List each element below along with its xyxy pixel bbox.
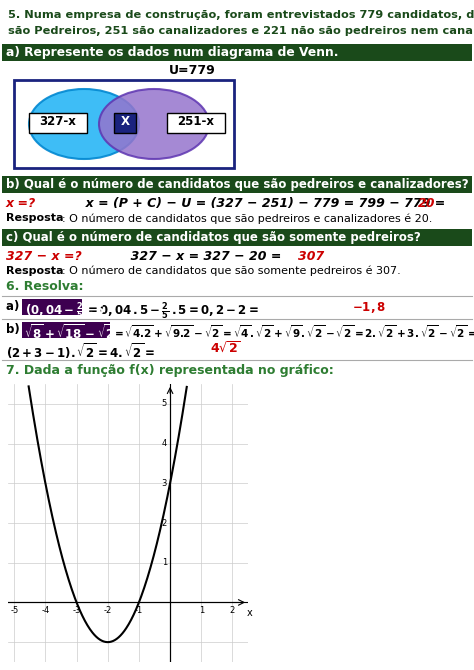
Text: $\mathbf{=\sqrt{4.2}+\sqrt{9.2}-\sqrt{2}=\sqrt{4}.\sqrt{2}+\sqrt{9}.\sqrt{2}-\sq: $\mathbf{=\sqrt{4.2}+\sqrt{9.2}-\sqrt{2}…: [112, 323, 474, 340]
Bar: [167, 113, 225, 133]
Text: a): a): [6, 300, 24, 313]
Bar: [114, 113, 136, 133]
Text: : O número de candidatos que são somente pedreiros é 307.: : O número de candidatos que são somente…: [62, 266, 401, 277]
Text: 2: 2: [162, 519, 167, 527]
Text: $\mathbf{\sqrt{8}+\sqrt{18}-\sqrt{2}}$: $\mathbf{\sqrt{8}+\sqrt{18}-\sqrt{2}}$: [24, 323, 117, 342]
Text: -4: -4: [41, 606, 49, 616]
Text: X: X: [120, 115, 129, 128]
Text: $\mathbf{4\sqrt{2}}$: $\mathbf{4\sqrt{2}}$: [210, 341, 240, 356]
Bar: [22, 299, 82, 315]
Text: 327-x: 327-x: [39, 115, 76, 128]
Text: $\mathbf{= 0,04\,.5 - \frac{2}{5}\,.5 = 0,2 - 2 = }$: $\mathbf{= 0,04\,.5 - \frac{2}{5}\,.5 = …: [85, 300, 259, 322]
Text: a) Represente os dados num diagrama de Venn.: a) Represente os dados num diagrama de V…: [6, 46, 338, 59]
Text: 7. Dada a função f(x) representada no gráfico:: 7. Dada a função f(x) representada no gr…: [6, 364, 334, 377]
Text: -5: -5: [10, 606, 18, 616]
Text: $\mathbf{-1,8}$: $\mathbf{-1,8}$: [352, 300, 386, 315]
Text: 20: 20: [418, 197, 436, 210]
Text: : O número de candidatos que são pedreiros e canalizadores é 20.: : O número de candidatos que são pedreir…: [62, 213, 432, 224]
Bar: [29, 113, 87, 133]
Text: 5. Numa empresa de construção, foram entrevistados 779 candidatos, dos quais 337: 5. Numa empresa de construção, foram ent…: [8, 10, 474, 20]
Text: 4: 4: [162, 439, 167, 448]
Text: x = (P + C) − U = (327 − 251) − 779 = 799 − 779 =: x = (P + C) − U = (327 − 251) − 779 = 79…: [55, 197, 450, 210]
Bar: [2, 176, 472, 193]
Text: Resposta: Resposta: [6, 213, 64, 223]
Text: $\mathbf{(0,04-\frac{2}{5}).5}$: $\mathbf{(0,04-\frac{2}{5}).5}$: [25, 300, 105, 322]
Text: 251-x: 251-x: [177, 115, 215, 128]
Bar: [2, 44, 472, 61]
Text: 1: 1: [162, 558, 167, 567]
Ellipse shape: [99, 89, 209, 159]
Bar: [22, 322, 110, 338]
Text: Resposta: Resposta: [6, 266, 64, 276]
Text: $\mathbf{(2+3-1).\sqrt{2}=4.\sqrt{2}=}$: $\mathbf{(2+3-1).\sqrt{2}=4.\sqrt{2}=}$: [6, 341, 155, 360]
Bar: [14, 80, 234, 168]
Text: b) Qual é o número de candidatos que são pedreiros e canalizadores?: b) Qual é o número de candidatos que são…: [6, 178, 469, 191]
Text: 6. Resolva:: 6. Resolva:: [6, 280, 83, 293]
Text: x =?: x =?: [6, 197, 36, 210]
Text: 327 − x = 327 − 20 =: 327 − x = 327 − 20 =: [100, 250, 286, 263]
Text: -3: -3: [73, 606, 81, 616]
Text: são Pedreiros, 251 são canalizadores e 221 não são pedreiros nem canalizadores.: são Pedreiros, 251 são canalizadores e 2…: [8, 26, 474, 36]
Text: 1: 1: [199, 606, 204, 616]
Text: 2: 2: [230, 606, 235, 616]
Ellipse shape: [29, 89, 139, 159]
Text: c) Qual é o número de candidatos que são somente pedreiros?: c) Qual é o número de candidatos que são…: [6, 231, 421, 244]
Text: -1: -1: [135, 606, 143, 616]
Text: 307: 307: [298, 250, 324, 263]
Text: b): b): [6, 323, 24, 336]
Text: -2: -2: [104, 606, 112, 616]
Text: 5: 5: [162, 399, 167, 408]
Text: U=779: U=779: [169, 64, 215, 77]
Text: 327 − x =?: 327 − x =?: [6, 250, 82, 263]
Text: 3: 3: [162, 479, 167, 488]
Bar: [2, 229, 472, 246]
Text: x: x: [246, 608, 252, 618]
